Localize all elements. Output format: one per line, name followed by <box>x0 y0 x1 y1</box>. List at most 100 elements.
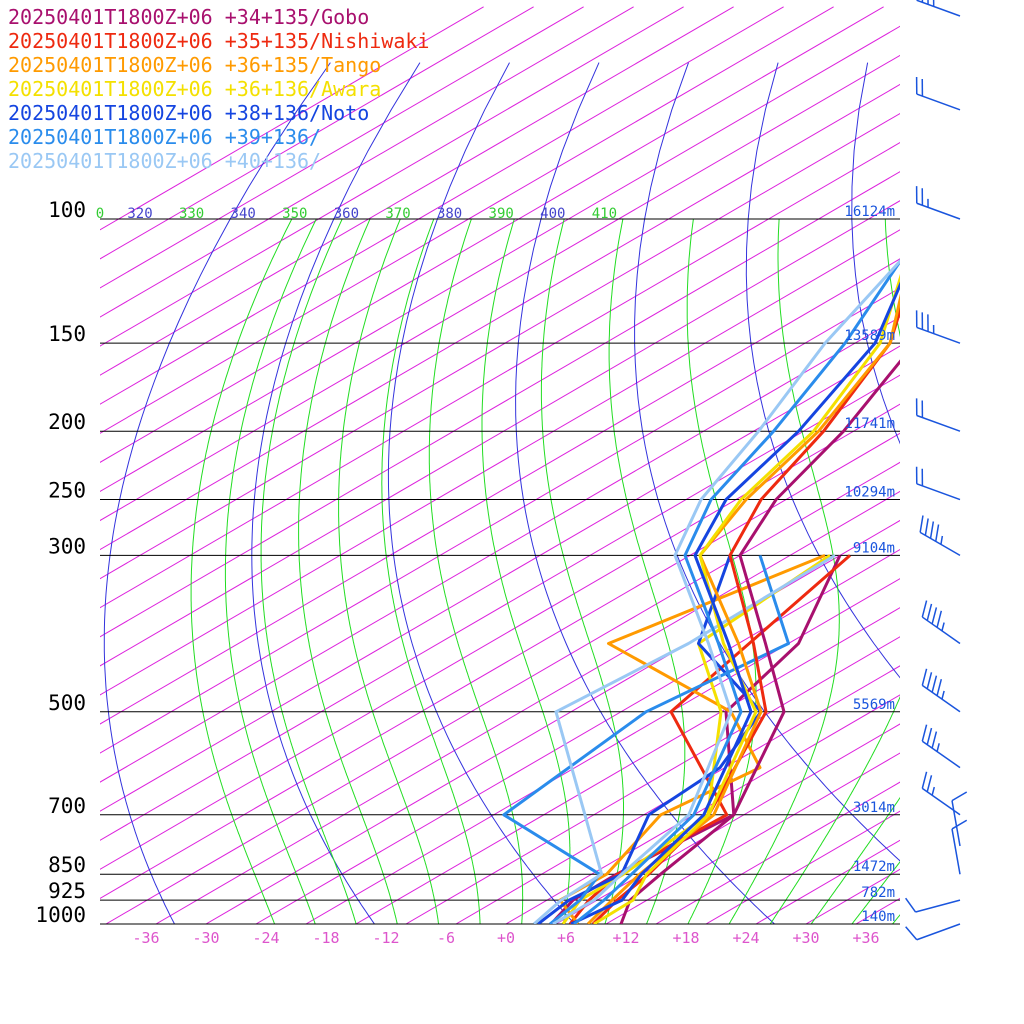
isotherm-line <box>100 374 900 841</box>
isotherm-line <box>100 258 900 725</box>
wind-barb-feather <box>936 678 943 696</box>
wind-barb-feather <box>905 926 918 941</box>
wind-barb <box>916 0 961 17</box>
legend-entry: 20250401T1800Z+06 +39+136/ <box>8 125 321 149</box>
temperature-tick-label: +6 <box>557 929 575 947</box>
legend-entry: 20250401T1800Z+06 +38+136/Noto <box>8 101 369 125</box>
wind-barb <box>951 819 968 875</box>
grid-lines <box>100 6 1024 924</box>
wind-barb <box>921 724 961 769</box>
wind-barb-staff <box>916 326 961 344</box>
wind-barb-feather <box>921 771 928 789</box>
wind-barb <box>921 668 961 713</box>
wind-barb-feather <box>921 668 928 686</box>
wind-barb <box>905 923 961 941</box>
isotherm-line <box>100 229 900 696</box>
wind-barb-feather <box>929 521 935 539</box>
moist-adiabat-line <box>381 218 481 924</box>
isotherm-line <box>100 6 584 289</box>
wind-barb <box>919 515 961 557</box>
temperature-profile <box>573 258 900 924</box>
isotherm-line <box>705 810 900 924</box>
wind-barb-staff <box>921 787 961 816</box>
pressure-label: 500 <box>48 691 86 715</box>
isotherm-line <box>100 6 884 463</box>
temperature-tick-label: -24 <box>252 929 279 947</box>
isotherm-line <box>100 6 784 405</box>
isotherm-line <box>100 54 900 522</box>
wind-barb <box>921 771 961 816</box>
isotherm-line <box>405 636 900 924</box>
height-label: 1472m <box>853 859 895 875</box>
temperature-tick-label: -18 <box>312 929 339 947</box>
wind-barb <box>905 897 961 913</box>
theta-label: 390 <box>489 206 514 222</box>
dry-adiabat-line <box>634 62 900 862</box>
wind-barb-staff <box>915 899 961 913</box>
pressure-label: 300 <box>48 534 86 558</box>
moist-adiabat-line <box>851 861 900 924</box>
isotherm-line <box>100 345 900 812</box>
height-label: 782m <box>861 885 895 901</box>
wind-barb-feather <box>931 607 938 625</box>
isotherm-line <box>205 519 900 924</box>
wind-barb-staff <box>916 202 961 220</box>
wind-barb-feather <box>921 600 928 618</box>
dry-adiabat-line <box>251 62 421 924</box>
theta-label: 400 <box>540 206 565 222</box>
pressure-label: 700 <box>48 794 86 818</box>
dry-adiabat-line <box>387 62 576 924</box>
legend: 20250401T1800Z+06 +34+135/Gobo20250401T1… <box>8 5 429 173</box>
wind-barb-feather <box>951 791 968 802</box>
isotherm-line <box>855 897 900 924</box>
height-label: 16124m <box>844 204 895 220</box>
wind-barb-staff <box>919 531 961 557</box>
wind-barb <box>915 76 961 111</box>
theta-label: 410 <box>592 206 617 222</box>
isotherm-line <box>100 142 900 609</box>
wind-barb-feather <box>941 690 945 700</box>
temperature-tick-label: +12 <box>612 929 639 947</box>
moist-adiabat-line <box>810 796 900 924</box>
temperature-profile <box>593 273 900 924</box>
isotherm-line <box>906 7 1024 924</box>
isotherm-line <box>956 7 1024 924</box>
wind-barb <box>915 310 961 344</box>
wind-barb-staff <box>921 740 961 769</box>
isotherm-line <box>455 665 900 924</box>
pressure-label: 925 <box>48 879 86 903</box>
theta-label: 320 <box>127 206 152 222</box>
wind-barb-feather <box>951 819 968 830</box>
isotherm-line <box>355 607 900 924</box>
wind-barb-feather <box>926 727 933 745</box>
wind-barb-staff <box>916 483 961 501</box>
legend-entry: 20250401T1800Z+06 +36+135/Tango <box>8 53 381 77</box>
wind-barb <box>915 186 961 220</box>
height-label: 13589m <box>844 328 895 344</box>
temperature-tick-label: -36 <box>132 929 159 947</box>
wind-barb-feather <box>931 675 938 693</box>
dry-adiabat-line <box>103 62 331 924</box>
pressure-label: 250 <box>48 479 86 503</box>
height-label: 5569m <box>853 697 895 713</box>
temperature-profile <box>591 306 900 924</box>
theta-label: 340 <box>231 206 256 222</box>
legend-entry: 20250401T1800Z+06 +36+136/Awara <box>8 77 381 101</box>
wind-barb-feather <box>941 622 945 632</box>
pressure-label: 200 <box>48 410 86 434</box>
wind-barb-staff <box>916 0 961 17</box>
isotherm-line <box>100 6 534 260</box>
isotherm-line <box>100 6 834 434</box>
theta-label: 350 <box>282 206 307 222</box>
height-label: 11741m <box>844 416 895 432</box>
theta-label: 330 <box>179 206 204 222</box>
wind-barb-feather <box>936 610 943 628</box>
isobar-lines <box>100 218 900 925</box>
wind-barb-feather <box>940 535 944 545</box>
dewpoint-profile <box>537 554 763 924</box>
height-label: 9104m <box>853 540 895 556</box>
isotherm-line <box>100 316 900 783</box>
temperature-tick-label: -30 <box>192 929 219 947</box>
height-label: 140m <box>861 909 895 925</box>
